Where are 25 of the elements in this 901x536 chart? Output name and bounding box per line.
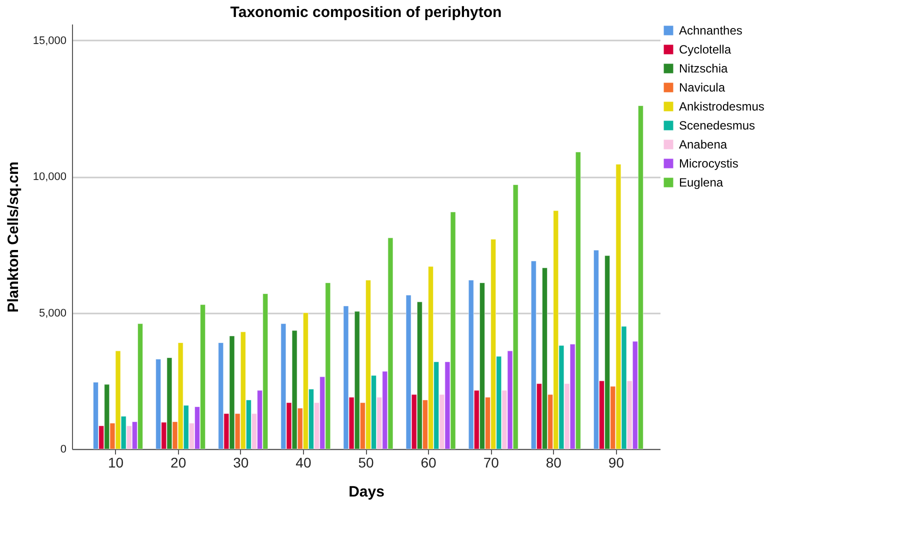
legend-label: Scenedesmus [679,118,756,132]
x-tick-label: 70 [483,454,500,470]
chart-title: Taxonomic composition of periphyton [230,4,502,21]
legend-label: Nitzschia [679,62,728,76]
legend-label: Ankistrodesmus [679,100,764,114]
x-tick-label: 80 [546,454,562,470]
x-tick-label: 20 [170,454,186,470]
y-tick-label: 10,000 [32,171,66,184]
x-tick-label: 40 [296,454,312,470]
legend-label: Euglena [679,176,724,190]
y-tick-label: 0 [60,444,66,456]
legend-label: Navicula [679,80,726,94]
legend-label: Cyclotella [679,42,732,56]
x-axis-title: Days [348,484,384,500]
x-tick-label: 50 [358,454,374,470]
legend-label: Microcystis [679,156,738,170]
legend-label: Anabena [679,138,728,152]
y-axis-title: Plankton Cells/sq.cm [4,162,22,312]
x-tick-label: 90 [608,454,624,470]
x-tick-label: 10 [108,454,124,470]
x-tick-label: 60 [420,454,437,470]
y-tick-label: 5,000 [38,307,66,320]
legend-label: Achnanthes [679,24,742,38]
y-tick-label: 15,000 [32,34,66,47]
x-tick-label: 30 [233,454,249,470]
